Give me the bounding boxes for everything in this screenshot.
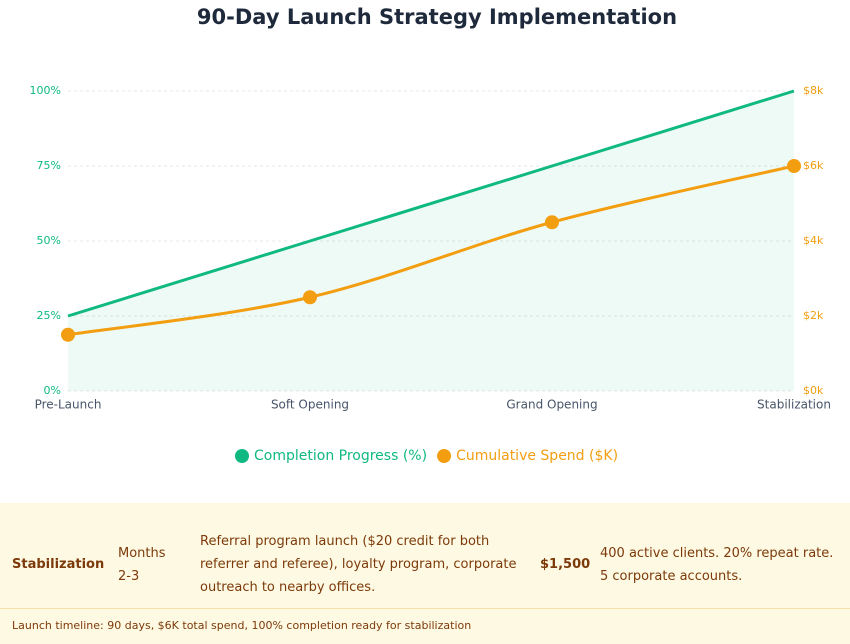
chart: 90-Day Launch Strategy Implementation 0%… [30,5,831,464]
line [67,164,795,337]
y-tick-label: 0% [44,384,61,397]
x-tick-label: Pre-Launch [35,398,102,412]
marker [61,327,75,342]
footnote: Launch timeline: 90 days, $6K total spen… [0,608,850,642]
legend-label: Completion Progress (%) [254,448,427,464]
y-tick-label: 25% [37,309,61,322]
cell: 400 active clients. 20% repeat rate. 5 c… [600,546,834,584]
line [67,89,795,318]
cell: Referral program launch ($20 credit for … [200,534,517,595]
x-tick-label: Grand Opening [506,398,597,412]
cell: Months 2-3 [118,546,166,584]
legend-marker [235,449,249,463]
y2-tick-label: $2k [803,309,824,322]
table: Stabilization Months 2-3 Referral progra… [0,503,850,644]
legend-marker [437,449,452,463]
x-tick-label: Stabilization [757,398,831,412]
cell: $1,500 [540,557,591,572]
marker [303,290,317,305]
area [68,91,794,391]
marker [545,215,559,230]
y2-tick-label: $0k [803,384,824,397]
x-tick-label: Soft Opening [271,398,349,412]
y2-tick-label: $4k [803,234,824,247]
y-tick-label: 75% [37,159,61,172]
cell: Stabilization [12,557,105,572]
chart-title: 90-Day Launch Strategy Implementation [197,5,677,29]
y2-tick-label: $8k [803,84,824,97]
y2-tick-label: $6k [803,159,824,172]
y-tick-label: 50% [37,234,61,247]
legend-label: Cumulative Spend ($K) [456,448,618,464]
y-tick-label: 100% [30,84,61,97]
marker [787,159,801,173]
